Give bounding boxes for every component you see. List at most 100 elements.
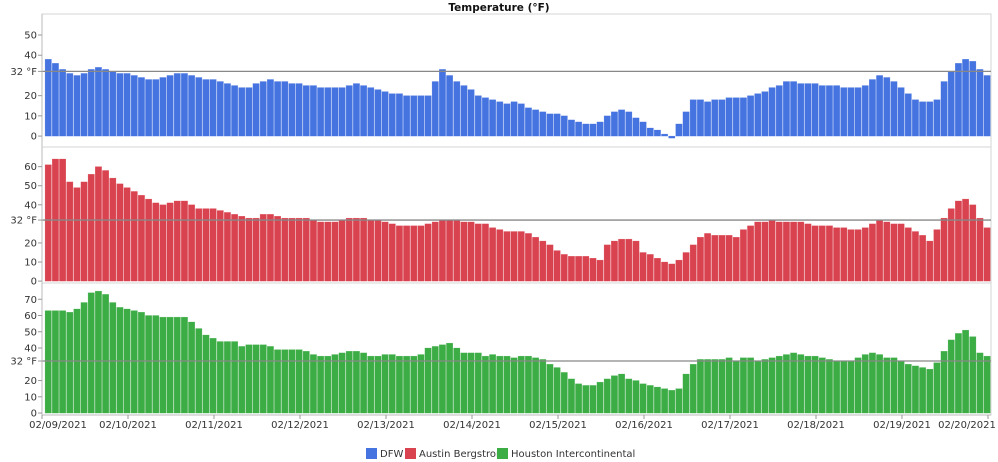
bar-austin-bergstrom bbox=[775, 221, 783, 282]
panel-dfw: 0 10 20 40 50 32 °F bbox=[10, 13, 992, 148]
bar-austin-bergstrom bbox=[689, 244, 697, 282]
bar-dfw bbox=[962, 59, 969, 137]
bar-austin-bergstrom bbox=[718, 235, 726, 282]
bar-austin-bergstrom bbox=[367, 219, 375, 282]
bar-houston-intercontinental bbox=[66, 312, 74, 414]
x-tick-label: 02/13/2021 bbox=[357, 420, 415, 431]
bar-austin-bergstrom bbox=[166, 202, 174, 282]
bar-austin-bergstrom bbox=[431, 221, 439, 282]
bar-dfw bbox=[267, 79, 274, 137]
bar-austin-bergstrom bbox=[969, 204, 977, 282]
bar-houston-intercontinental bbox=[654, 386, 661, 414]
bar-houston-intercontinental bbox=[209, 338, 217, 414]
bar-dfw bbox=[553, 113, 561, 137]
bar-austin-bergstrom bbox=[209, 208, 217, 282]
bar-austin-bergstrom bbox=[396, 225, 403, 282]
bar-austin-bergstrom bbox=[374, 219, 382, 282]
bar-houston-intercontinental bbox=[632, 380, 640, 414]
bar-austin-bergstrom bbox=[360, 217, 367, 282]
bar-houston-intercontinental bbox=[331, 354, 339, 414]
bar-houston-intercontinental bbox=[933, 362, 941, 414]
bar-austin-bergstrom bbox=[804, 223, 812, 282]
bar-dfw bbox=[245, 87, 253, 137]
bar-dfw bbox=[668, 135, 676, 139]
bar-dfw bbox=[711, 99, 719, 137]
bar-houston-intercontinental bbox=[489, 354, 496, 414]
bar-houston-intercontinental bbox=[317, 355, 324, 414]
bar-dfw bbox=[646, 127, 654, 137]
y-tick-label: 50 bbox=[24, 327, 37, 338]
bar-houston-intercontinental bbox=[854, 357, 862, 414]
bar-austin-bergstrom bbox=[403, 225, 410, 282]
bar-austin-bergstrom bbox=[711, 235, 719, 282]
bar-dfw bbox=[568, 119, 575, 137]
bar-dfw bbox=[926, 101, 934, 137]
bar-dfw bbox=[431, 81, 439, 137]
bar-austin-bergstrom bbox=[159, 204, 167, 282]
bar-austin-bergstrom bbox=[295, 217, 303, 282]
bar-houston-intercontinental bbox=[876, 354, 883, 414]
bar-austin-bergstrom bbox=[439, 219, 446, 282]
bar-houston-intercontinental bbox=[482, 355, 489, 414]
bar-dfw bbox=[790, 81, 797, 137]
bar-austin-bergstrom bbox=[983, 227, 991, 282]
y-tick-label: 50 bbox=[24, 181, 37, 192]
bar-houston-intercontinental bbox=[360, 352, 367, 414]
bar-dfw bbox=[818, 85, 826, 137]
bar-houston-intercontinental bbox=[582, 385, 590, 414]
bar-dfw bbox=[59, 69, 66, 137]
x-tick-label: 02/12/2021 bbox=[271, 420, 329, 431]
legend-label-houston: Houston Intercontinental bbox=[511, 449, 635, 460]
bar-dfw bbox=[797, 83, 805, 137]
bar-houston-intercontinental bbox=[775, 355, 783, 414]
y-tick-label: 60 bbox=[24, 311, 37, 322]
bar-houston-intercontinental bbox=[611, 375, 618, 414]
bar-houston-intercontinental bbox=[904, 364, 912, 414]
bar-houston-intercontinental bbox=[95, 290, 102, 414]
y-tick-label: 0 bbox=[31, 132, 37, 143]
bar-houston-intercontinental bbox=[668, 390, 676, 414]
bar-dfw bbox=[52, 63, 59, 137]
bar-dfw bbox=[66, 73, 74, 137]
bar-dfw bbox=[854, 87, 862, 137]
bar-houston-intercontinental bbox=[711, 359, 719, 414]
bar-houston-intercontinental bbox=[811, 355, 819, 414]
bar-austin-bergstrom bbox=[955, 200, 962, 282]
bar-dfw bbox=[116, 73, 124, 137]
y-tick-label: 10 bbox=[24, 258, 37, 269]
bar-dfw bbox=[95, 67, 102, 137]
bar-austin-bergstrom bbox=[188, 204, 195, 282]
bar-austin-bergstrom bbox=[116, 183, 124, 282]
bar-houston-intercontinental bbox=[525, 355, 532, 414]
bar-austin-bergstrom bbox=[44, 164, 52, 282]
bar-austin-bergstrom bbox=[453, 219, 461, 282]
bar-austin-bergstrom bbox=[496, 229, 504, 282]
x-tick-label: 02/10/2021 bbox=[99, 420, 157, 431]
bar-houston-intercontinental bbox=[353, 351, 360, 414]
bar-dfw bbox=[295, 83, 303, 137]
bar-houston-intercontinental bbox=[869, 352, 876, 414]
bar-dfw bbox=[919, 101, 926, 137]
bar-austin-bergstrom bbox=[474, 223, 482, 282]
bar-dfw bbox=[173, 73, 181, 137]
y-tick-label: 0 bbox=[31, 277, 37, 288]
bar-houston-intercontinental bbox=[116, 307, 124, 414]
x-tick-label: 02/16/2021 bbox=[615, 420, 673, 431]
bar-austin-bergstrom bbox=[553, 250, 561, 282]
y-tick-label: 50 bbox=[24, 31, 37, 42]
bar-dfw bbox=[396, 93, 403, 137]
bar-austin-bergstrom bbox=[797, 221, 805, 282]
bar-austin-bergstrom bbox=[546, 244, 554, 282]
y-tick-label: 10 bbox=[24, 111, 37, 122]
bar-houston-intercontinental bbox=[747, 357, 754, 414]
bar-houston-intercontinental bbox=[675, 388, 683, 414]
bar-houston-intercontinental bbox=[87, 292, 95, 414]
bar-houston-intercontinental bbox=[553, 367, 561, 414]
bar-dfw bbox=[159, 77, 167, 137]
bar-dfw bbox=[682, 111, 690, 137]
bar-houston-intercontinental bbox=[496, 355, 504, 414]
bar-dfw bbox=[453, 81, 461, 137]
bar-austin-bergstrom bbox=[173, 200, 181, 282]
bar-dfw bbox=[761, 91, 769, 137]
bar-dfw bbox=[725, 97, 733, 137]
